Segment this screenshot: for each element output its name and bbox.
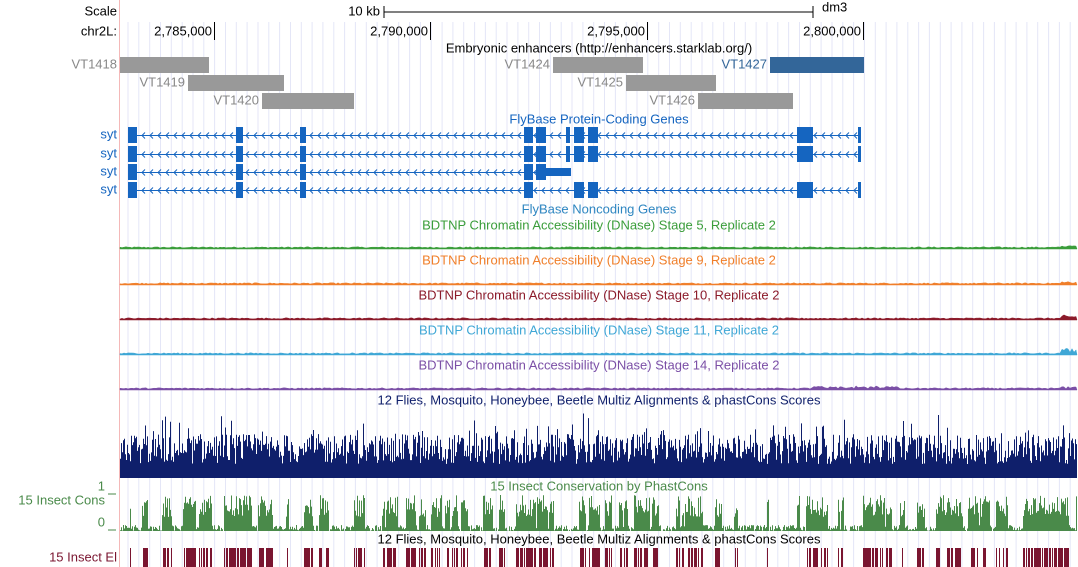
strand-arrows [141, 169, 562, 176]
exon [524, 164, 533, 180]
exon [566, 146, 570, 162]
enhancer-label: VT1426 [649, 92, 695, 107]
exon [524, 182, 533, 198]
exon [128, 164, 137, 180]
chrom-label: chr2L: [81, 23, 117, 38]
position-label: 2,785,000 [154, 23, 212, 38]
gene-label: syt [100, 163, 117, 178]
position-label: 2,795,000 [587, 23, 645, 38]
exon [536, 127, 546, 143]
axis-max: 1 [98, 478, 105, 493]
enhancer [553, 57, 643, 73]
signal [119, 348, 1078, 356]
exon [236, 146, 243, 162]
track-title: BDTNP Chromatin Accessibility (DNase) St… [418, 357, 779, 372]
exon [236, 127, 243, 143]
track-title: BDTNP Chromatin Accessibility (DNase) St… [422, 217, 776, 232]
gene-label: syt [100, 126, 117, 141]
exon [574, 127, 584, 143]
signal [119, 281, 1078, 286]
track-title: 15 Insect Conservation by PhastCons [490, 478, 708, 493]
exon [300, 164, 306, 180]
exon [524, 127, 533, 143]
enhancer [188, 75, 284, 91]
exon [574, 146, 584, 162]
position-label: 2,790,000 [370, 23, 428, 38]
exon [858, 146, 861, 162]
exon [858, 127, 861, 143]
exon [300, 127, 306, 143]
exon [566, 127, 570, 143]
exon [797, 146, 813, 162]
enhancer [626, 75, 716, 91]
track-title: BDTNP Chromatin Accessibility (DNase) St… [422, 252, 776, 267]
position-label: 2,800,000 [803, 23, 861, 38]
enhancer-label: VT1420 [213, 92, 259, 107]
enhancer [770, 57, 864, 73]
exon [574, 182, 584, 198]
track-title: 12 Flies, Mosquito, Honeybee, Beetle Mul… [378, 392, 821, 407]
exon [588, 146, 598, 162]
track-title: FlyBase Noncoding Genes [522, 201, 677, 216]
signal [119, 314, 1078, 321]
gene-label: syt [100, 181, 117, 196]
enhancer [120, 57, 209, 73]
exon [797, 182, 813, 198]
track-label: 15 Insect El [49, 549, 117, 564]
scale-label: Scale [84, 3, 117, 18]
exon [300, 146, 306, 162]
signal [120, 413, 1077, 478]
exon [128, 182, 137, 198]
exon [236, 164, 243, 180]
enhancer [262, 93, 354, 109]
exon [588, 127, 598, 143]
exon [300, 182, 306, 198]
enhancer-label: VT1418 [71, 56, 117, 71]
track-title: FlyBase Protein-Coding Genes [509, 111, 689, 126]
enhancer-label: VT1427 [721, 56, 767, 71]
track-title: BDTNP Chromatin Accessibility (DNase) St… [418, 287, 779, 302]
assembly: dm3 [822, 0, 847, 14]
exon [236, 182, 243, 198]
guide-lines [127, 22, 1071, 567]
exon [858, 182, 861, 198]
axis-min: 0 [98, 514, 105, 529]
scale-bar [383, 6, 814, 18]
signal [119, 385, 1078, 391]
exon [128, 146, 137, 162]
exon [536, 146, 546, 162]
exon [524, 146, 533, 162]
signal [119, 245, 1078, 250]
enhancer-label: VT1425 [577, 74, 623, 89]
gene-label: syt [100, 145, 117, 160]
exon [128, 127, 137, 143]
exon [797, 127, 813, 143]
scale-bar-label: 10 kb [348, 3, 380, 18]
track-title: BDTNP Chromatin Accessibility (DNase) St… [419, 322, 779, 337]
track-title: 12 Flies, Mosquito, Honeybee, Beetle Mul… [378, 531, 821, 546]
axis-ticks [108, 493, 116, 531]
element-bars [130, 548, 1069, 567]
enhancer [698, 93, 793, 109]
enhancer-label: VT1419 [139, 74, 185, 89]
guide-line [127, 22, 1071, 567]
track-label: 15 Insect Cons [18, 492, 105, 507]
enhancer-label: VT1424 [504, 56, 550, 71]
exon [588, 182, 598, 198]
signal [120, 495, 1077, 531]
exon [540, 168, 571, 176]
track-title: Embryonic enhancers (http://enhancers.st… [446, 40, 752, 55]
